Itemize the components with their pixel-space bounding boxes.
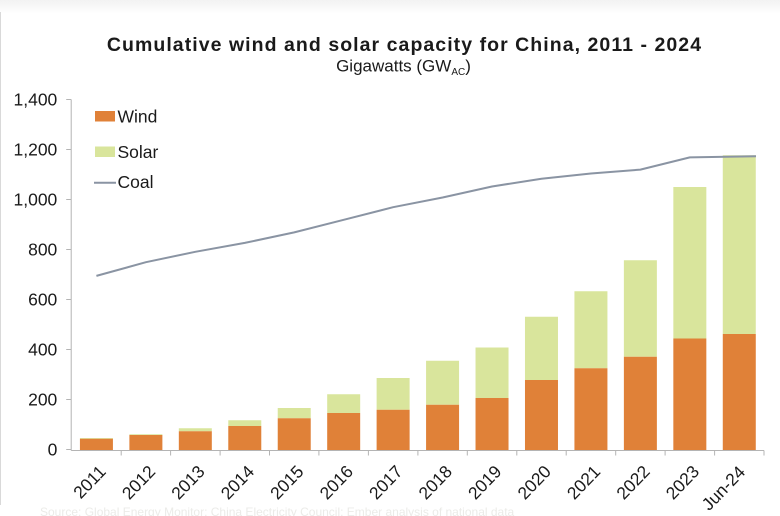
- svg-text:400: 400: [28, 340, 57, 360]
- svg-text:1,400: 1,400: [14, 90, 58, 110]
- svg-text:Solar: Solar: [118, 142, 159, 162]
- svg-text:0: 0: [48, 440, 58, 460]
- svg-text:Gigawatts (GWAC): Gigawatts (GWAC): [336, 56, 471, 78]
- svg-text:Cumulative wind and solar capa: Cumulative wind and solar capacity for C…: [107, 34, 702, 56]
- svg-text:Source: Global Energy Monitor;: Source: Global Energy Monitor; China Ele…: [40, 505, 515, 516]
- svg-text:800: 800: [28, 240, 57, 260]
- svg-text:Wind: Wind: [118, 107, 158, 127]
- svg-text:1,000: 1,000: [14, 190, 58, 210]
- svg-text:Coal: Coal: [118, 172, 154, 192]
- svg-text:200: 200: [28, 390, 57, 410]
- svg-text:1,200: 1,200: [14, 140, 58, 160]
- svg-text:600: 600: [28, 290, 57, 310]
